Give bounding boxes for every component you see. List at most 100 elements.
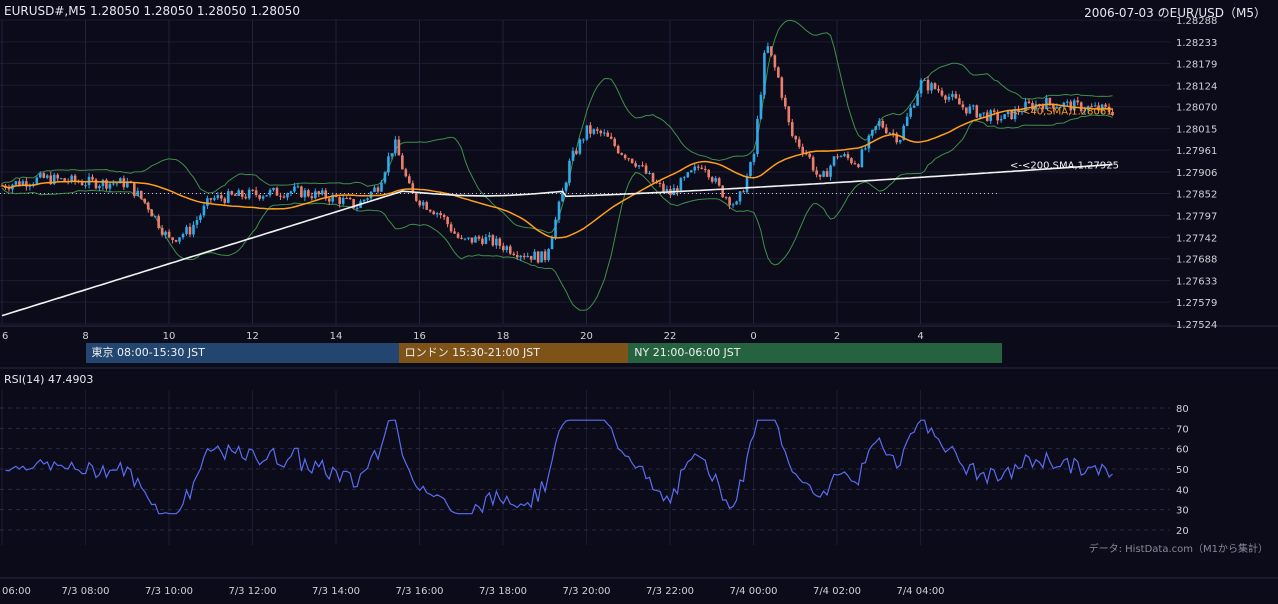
candle-body [449, 224, 453, 232]
candle-body [947, 96, 951, 100]
candle-body [926, 79, 930, 91]
candle-body [797, 139, 801, 147]
candle-body [519, 255, 523, 258]
hour-tick-label: 22 [664, 331, 677, 342]
sma200-line [1, 163, 1113, 317]
candle-body [25, 181, 28, 187]
candle-body [435, 213, 439, 215]
candle-body [226, 191, 230, 203]
candle-body [91, 176, 94, 180]
candle-body [49, 175, 53, 185]
candle-body [317, 191, 321, 195]
candle-body [864, 148, 867, 150]
candle-body [651, 172, 655, 183]
candle-body [387, 156, 390, 173]
candle-body [533, 251, 536, 260]
candle-body [101, 179, 105, 187]
time-axis-label: 7/3 08:00 [61, 586, 109, 597]
candle-body [1055, 107, 1059, 109]
candle-body [585, 125, 589, 140]
candle-body [543, 251, 547, 261]
candle-body [192, 224, 195, 235]
candle-body [770, 46, 773, 56]
candle-body [233, 194, 237, 196]
candle-body [463, 238, 467, 240]
candle-body [749, 162, 752, 177]
candle-body [721, 185, 724, 198]
candle-body [912, 105, 916, 108]
hour-tick-label: 6 [2, 331, 8, 342]
rsi-tick-label: 70 [1176, 424, 1189, 435]
candle-body [714, 178, 717, 182]
candle-body [401, 155, 404, 170]
candle-body [1020, 111, 1024, 113]
candle-body [599, 130, 603, 134]
candle-body [665, 189, 669, 192]
candle-body [432, 211, 435, 215]
candle-body [623, 154, 627, 159]
candle-body [265, 195, 268, 197]
candle-body [627, 158, 630, 160]
candle-body [1062, 102, 1066, 107]
candle-body [1052, 103, 1055, 109]
candle-body [867, 135, 871, 149]
price-tick-label: 1.27524 [1176, 320, 1217, 331]
candle-body [620, 153, 623, 155]
candle-body [777, 67, 780, 78]
candle-body [1017, 109, 1020, 113]
candle-body [930, 83, 933, 91]
candle-body [185, 226, 188, 235]
candle-body [38, 173, 42, 178]
candle-body [940, 90, 944, 96]
candle-body [916, 93, 919, 106]
candle-body [571, 150, 575, 161]
candle-body [630, 158, 634, 164]
candle-body [324, 190, 328, 199]
candle-body [679, 178, 683, 193]
candle-body [515, 255, 519, 258]
candle-body [717, 178, 721, 186]
candle-body [787, 106, 791, 123]
candle-body [592, 129, 596, 134]
candle-body [421, 202, 425, 206]
time-axis-label: 7/3 10:00 [145, 586, 193, 597]
candle-body [355, 207, 359, 209]
candle-body [898, 140, 902, 143]
candle-body [52, 174, 56, 185]
candle-body [832, 156, 836, 166]
candle-body [160, 227, 164, 235]
candle-body [1083, 110, 1086, 112]
candle-body [470, 237, 474, 243]
candle-body [80, 182, 84, 186]
candle-body [634, 163, 637, 167]
time-axis-label: 7/3 12:00 [228, 586, 276, 597]
candle-body [690, 170, 693, 173]
candle-body [790, 122, 794, 136]
candle-body [244, 196, 247, 199]
candle-body [693, 166, 697, 171]
candle-body [982, 112, 986, 114]
candle-body [467, 237, 470, 239]
candle-body [596, 129, 599, 131]
candle-body [174, 240, 178, 242]
candle-body [296, 186, 300, 188]
session-london: ロンドン 15:30-21:00 JST [398, 343, 629, 363]
candle-body [240, 190, 244, 197]
candle-body [59, 178, 63, 180]
candle-body [1027, 101, 1031, 104]
session-newyork: NY 21:00-06:00 JST [628, 343, 1002, 363]
candle-body [373, 187, 376, 192]
candle-body [554, 219, 557, 238]
rsi-tick-label: 60 [1176, 445, 1189, 456]
moving-averages [1, 103, 1113, 317]
candle-body [171, 237, 174, 241]
candle-body [999, 119, 1003, 121]
candle-body [710, 177, 714, 182]
candle-body [345, 197, 348, 199]
candle-body [1076, 100, 1080, 103]
candle-body [1006, 111, 1010, 115]
time-axis-label: 06:00 [2, 586, 31, 597]
candle-body [209, 198, 213, 200]
hour-tick-label: 4 [917, 331, 923, 342]
candle-body [307, 190, 310, 197]
